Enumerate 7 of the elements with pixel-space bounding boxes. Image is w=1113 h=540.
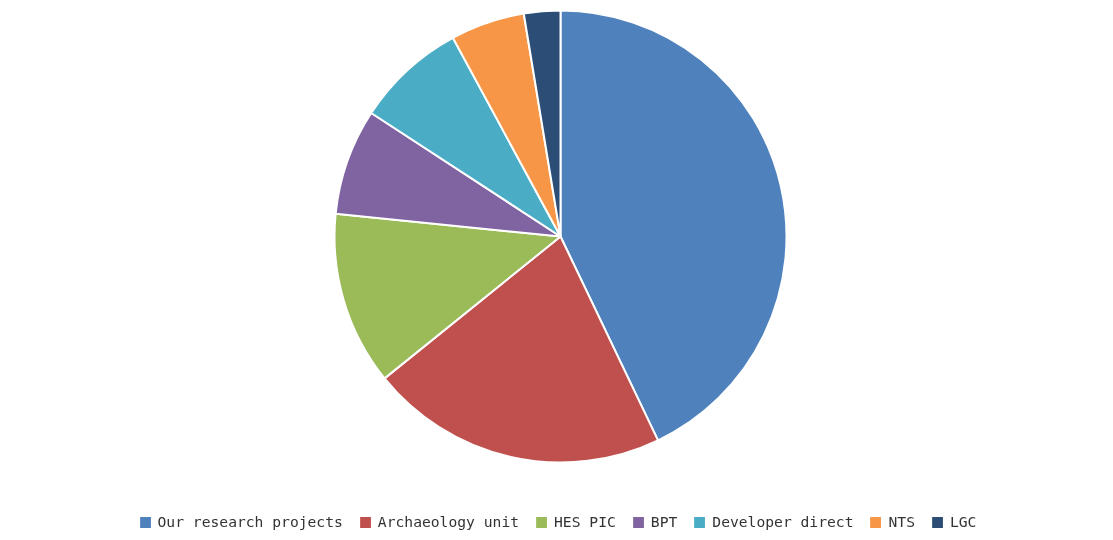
legend-label: HES PIC bbox=[554, 513, 616, 530]
legend-label: Our research projects bbox=[157, 513, 343, 530]
legend-label: LGC bbox=[949, 513, 977, 530]
legend-label: BPT bbox=[650, 513, 678, 530]
legend-label: Archaeology unit bbox=[377, 513, 520, 530]
legend-label: Developer direct bbox=[712, 513, 854, 530]
legend-label: NTS bbox=[888, 513, 915, 530]
